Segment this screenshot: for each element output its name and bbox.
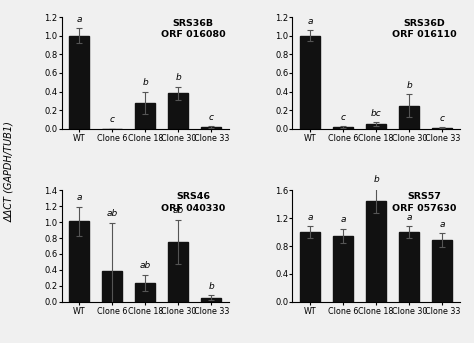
Text: a: a [406, 213, 412, 222]
Bar [168, 93, 188, 129]
Text: SRS36B
ORF 016080: SRS36B ORF 016080 [161, 20, 226, 39]
Bar [136, 103, 155, 129]
Bar [300, 36, 320, 129]
Bar [399, 232, 419, 302]
Bar [300, 232, 320, 302]
Text: SRS46
ORF 040330: SRS46 ORF 040330 [161, 192, 226, 213]
Bar [136, 283, 155, 302]
Text: c: c [341, 113, 346, 121]
Bar [366, 124, 386, 129]
Bar [168, 242, 188, 302]
Bar [69, 36, 89, 129]
Bar [333, 236, 353, 302]
Text: a: a [439, 220, 445, 229]
Text: a: a [340, 215, 346, 224]
Bar [333, 127, 353, 129]
Text: a: a [76, 193, 82, 202]
Bar [432, 240, 452, 302]
Bar [102, 271, 122, 302]
Bar [399, 106, 419, 129]
Text: ab: ab [173, 206, 184, 215]
Text: b: b [175, 73, 181, 82]
Text: c: c [209, 113, 214, 121]
Text: a: a [307, 213, 313, 222]
Text: b: b [373, 175, 379, 184]
Bar [366, 201, 386, 302]
Text: c: c [109, 115, 115, 124]
Bar [201, 298, 221, 302]
Text: ΔΔCT (GAPDH/TUB1): ΔΔCT (GAPDH/TUB1) [4, 121, 15, 222]
Text: a: a [307, 17, 313, 26]
Text: bc: bc [371, 109, 382, 118]
Text: b: b [406, 81, 412, 90]
Text: ab: ab [140, 261, 151, 270]
Text: b: b [142, 78, 148, 87]
Bar [432, 128, 452, 129]
Text: ab: ab [107, 210, 118, 218]
Text: a: a [76, 15, 82, 24]
Bar [69, 221, 89, 302]
Text: b: b [209, 282, 214, 291]
Bar [201, 127, 221, 129]
Text: c: c [440, 114, 445, 123]
Text: SRS36D
ORF 016110: SRS36D ORF 016110 [392, 20, 456, 39]
Text: SRS57
ORF 057630: SRS57 ORF 057630 [392, 192, 456, 213]
